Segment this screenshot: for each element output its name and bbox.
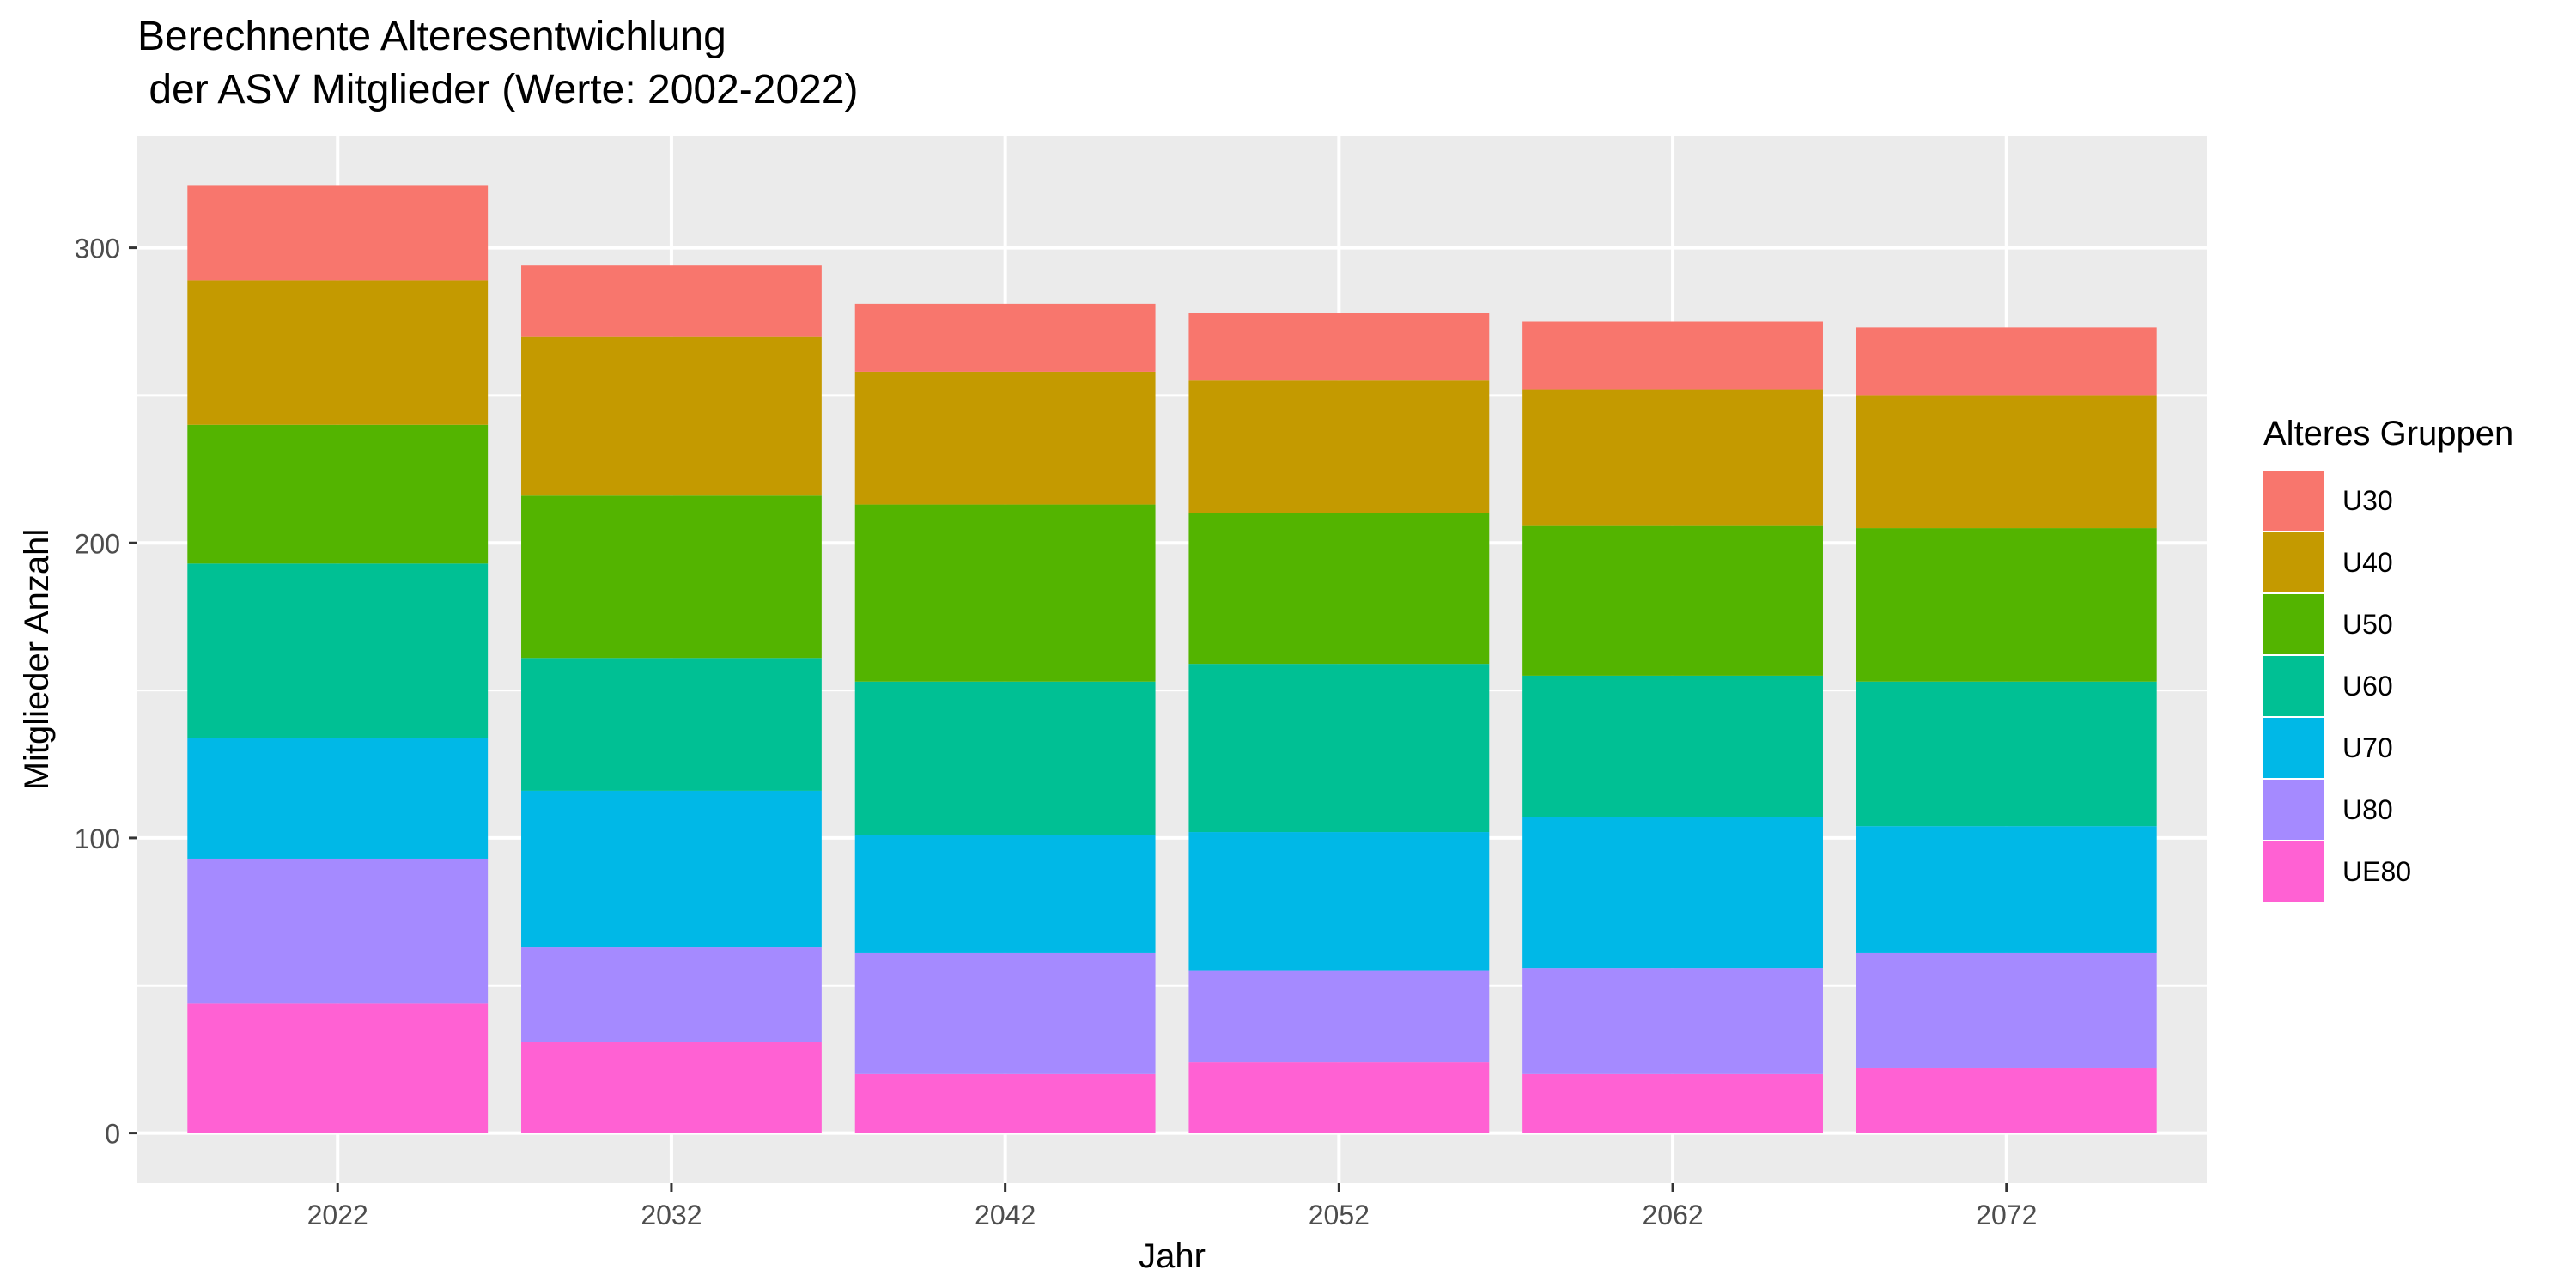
y-tick-label: 200 bbox=[75, 528, 120, 559]
bar-segment-u60-2042 bbox=[854, 681, 1156, 835]
bar-stacks bbox=[187, 185, 2157, 1133]
bar-segment-u40-2062 bbox=[1522, 389, 1823, 526]
legend-key-u50 bbox=[2263, 594, 2324, 654]
bar-segment-ue80-2032 bbox=[521, 1042, 822, 1133]
bar-segment-u40-2042 bbox=[854, 371, 1156, 505]
bar-segment-u80-2072 bbox=[1856, 952, 2157, 1068]
bar-segment-ue80-2022 bbox=[187, 1003, 489, 1133]
bar-segment-u70-2042 bbox=[854, 835, 1156, 953]
bar-segment-u70-2052 bbox=[1188, 832, 1490, 971]
bar-segment-u50-2042 bbox=[854, 504, 1156, 682]
bar-segment-ue80-2072 bbox=[1856, 1067, 2157, 1133]
legend: Alteres Gruppen U30 U40 U50 U60 U70 U80 UE80 bbox=[2263, 415, 2513, 902]
legend-label-u80: U80 bbox=[2342, 794, 2393, 825]
legend-label-u30: U30 bbox=[2342, 485, 2393, 516]
x-tick-label: 2022 bbox=[307, 1200, 368, 1230]
bar-segment-u50-2052 bbox=[1188, 513, 1490, 665]
bar-segment-u50-2062 bbox=[1522, 525, 1823, 676]
legend-label-u70: U70 bbox=[2342, 732, 2393, 763]
y-tick-label: 0 bbox=[105, 1119, 120, 1150]
bar-segment-u60-2032 bbox=[521, 658, 822, 791]
bar-segment-u80-2032 bbox=[521, 947, 822, 1042]
legend-key-u30 bbox=[2263, 471, 2324, 531]
bar-segment-u50-2032 bbox=[521, 495, 822, 659]
x-axis-label: Jahr bbox=[1139, 1237, 1206, 1275]
legend-key-ue80 bbox=[2263, 841, 2324, 902]
legend-label-ue80: UE80 bbox=[2342, 856, 2411, 887]
bar-segment-u80-2022 bbox=[187, 858, 489, 1004]
bar-segment-u40-2052 bbox=[1188, 380, 1490, 513]
bar-segment-u50-2072 bbox=[1856, 528, 2157, 682]
chart-title-line-1: Berechnente Alteresentwichlung bbox=[137, 14, 726, 59]
bar-segment-u70-2072 bbox=[1856, 826, 2157, 953]
legend-label-u60: U60 bbox=[2342, 671, 2393, 702]
bar-segment-u80-2052 bbox=[1188, 970, 1490, 1063]
y-tick-label: 100 bbox=[75, 823, 120, 854]
bar-segment-ue80-2042 bbox=[854, 1073, 1156, 1133]
bar-segment-u40-2032 bbox=[521, 336, 822, 496]
bar-segment-u80-2042 bbox=[854, 952, 1156, 1074]
bar-segment-u60-2022 bbox=[187, 563, 489, 738]
y-axis: 0 100 200 300 bbox=[75, 234, 137, 1150]
bar-segment-u30-2042 bbox=[854, 303, 1156, 372]
bar-segment-u70-2032 bbox=[521, 790, 822, 948]
bar-segment-u40-2022 bbox=[187, 280, 489, 425]
bar-segment-u30-2052 bbox=[1188, 313, 1490, 381]
x-tick-label: 2032 bbox=[641, 1200, 702, 1230]
bar-segment-ue80-2062 bbox=[1522, 1073, 1823, 1133]
bar-segment-u70-2062 bbox=[1522, 817, 1823, 969]
bar-segment-u70-2022 bbox=[187, 738, 489, 859]
legend-key-u60 bbox=[2263, 656, 2324, 716]
x-tick-label: 2052 bbox=[1309, 1200, 1370, 1230]
bar-segment-u40-2072 bbox=[1856, 395, 2157, 529]
bar-segment-u60-2072 bbox=[1856, 681, 2157, 827]
x-tick-label: 2062 bbox=[1642, 1200, 1703, 1230]
legend-label-u50: U50 bbox=[2342, 609, 2393, 640]
x-tick-label: 2042 bbox=[975, 1200, 1036, 1230]
bar-segment-u60-2062 bbox=[1522, 675, 1823, 817]
x-tick-label: 2072 bbox=[1976, 1200, 2037, 1230]
bar-segment-ue80-2052 bbox=[1188, 1062, 1490, 1133]
y-axis-label: Mitglieder Anzahl bbox=[18, 529, 56, 791]
legend-title: Alteres Gruppen bbox=[2263, 415, 2513, 453]
bar-segment-u30-2062 bbox=[1522, 321, 1823, 390]
legend-label-u40: U40 bbox=[2342, 547, 2393, 578]
bar-segment-u30-2022 bbox=[187, 185, 489, 281]
bar-segment-u50-2022 bbox=[187, 424, 489, 564]
legend-key-u80 bbox=[2263, 780, 2324, 840]
bar-segment-u60-2052 bbox=[1188, 664, 1490, 833]
bar-segment-u80-2062 bbox=[1522, 968, 1823, 1074]
bar-segment-u30-2072 bbox=[1856, 327, 2157, 396]
chart-title-line-2: der ASV Mitglieder (Werte: 2002-2022) bbox=[137, 67, 859, 112]
y-tick-label: 300 bbox=[75, 234, 120, 264]
x-axis: 2022 2032 2042 2052 2062 2072 bbox=[307, 1183, 2037, 1230]
legend-key-u40 bbox=[2263, 532, 2324, 592]
legend-key-u70 bbox=[2263, 718, 2324, 778]
bar-segment-u30-2032 bbox=[521, 265, 822, 337]
